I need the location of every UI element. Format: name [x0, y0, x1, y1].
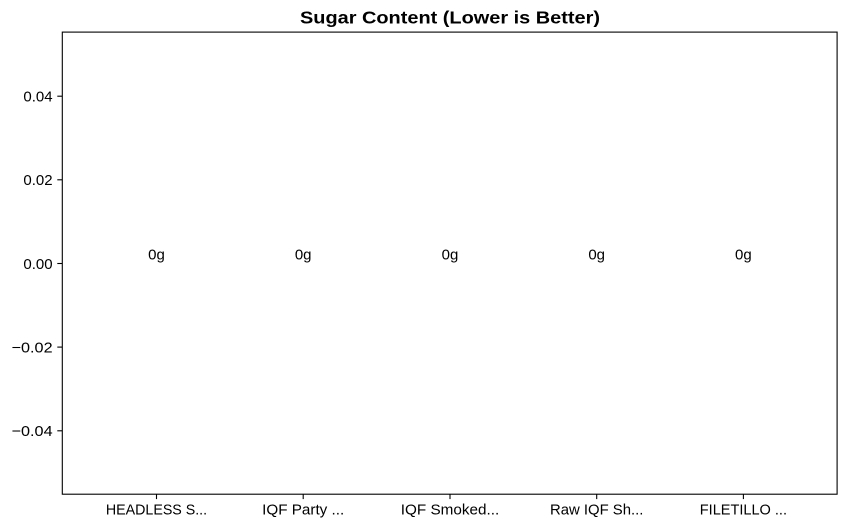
svg-text:Sugar Content (Lower is Better: Sugar Content (Lower is Better): [300, 8, 600, 28]
svg-text:HEADLESS S...: HEADLESS S...: [106, 503, 207, 519]
svg-text:0.02: 0.02: [23, 172, 52, 189]
svg-text:FILETILLO ...: FILETILLO ...: [700, 503, 787, 519]
svg-text:0g: 0g: [148, 246, 165, 263]
svg-text:0.00: 0.00: [23, 256, 52, 273]
svg-text:0.04: 0.04: [23, 89, 52, 106]
svg-text:0g: 0g: [588, 246, 605, 263]
svg-text:−0.02: −0.02: [12, 340, 53, 357]
svg-text:IQF Party ...: IQF Party ...: [262, 503, 344, 519]
svg-text:−0.04: −0.04: [12, 423, 53, 440]
svg-text:Raw IQF Sh...: Raw IQF Sh...: [550, 503, 643, 519]
svg-text:IQF Smoked...: IQF Smoked...: [401, 503, 499, 519]
svg-text:0g: 0g: [442, 246, 459, 263]
svg-text:0g: 0g: [735, 246, 752, 263]
svg-text:0g: 0g: [295, 246, 312, 263]
